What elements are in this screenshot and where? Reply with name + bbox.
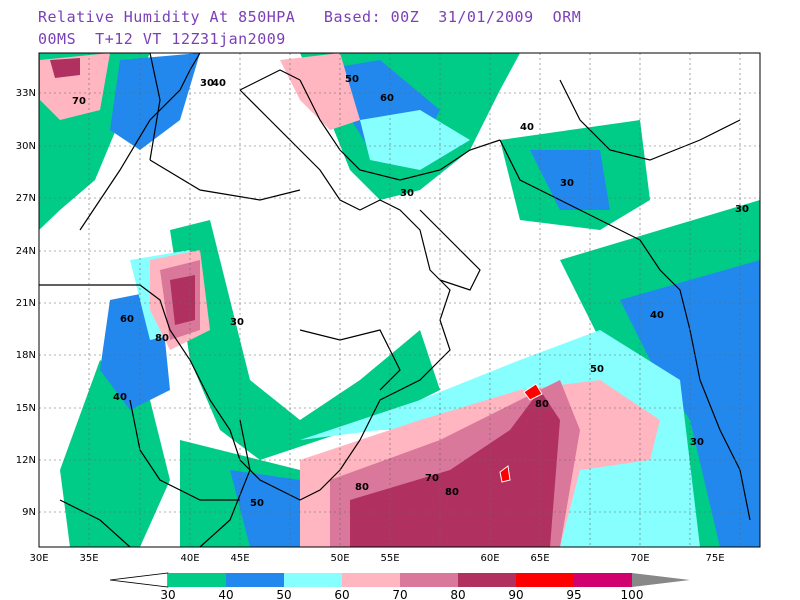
map-title-line1: Relative Humidity At 850HPA Based: 00Z 3… bbox=[38, 8, 582, 26]
contour-label: 30 bbox=[400, 188, 414, 199]
colorbar-swatch bbox=[284, 573, 342, 587]
colorbar-swatch bbox=[574, 573, 632, 587]
colorbar-swatch bbox=[168, 573, 226, 587]
colorbar-label: 30 bbox=[160, 588, 175, 600]
contour-label: 70 bbox=[72, 96, 86, 107]
contour-label: 30 bbox=[690, 437, 704, 448]
lon-label: 45E bbox=[230, 553, 249, 564]
colorbar-swatch bbox=[458, 573, 516, 587]
lon-label: 40E bbox=[180, 553, 199, 564]
colorbar-swatch bbox=[400, 573, 458, 587]
lat-label: 30N bbox=[16, 141, 36, 152]
lat-label: 24N bbox=[16, 246, 36, 257]
lat-label: 21N bbox=[16, 298, 36, 309]
lat-label: 15N bbox=[16, 403, 36, 414]
contour-labels: 30 40 50 70 80 60 40 30 30 40 50 80 70 3… bbox=[72, 74, 749, 509]
colorbar-label: 50 bbox=[276, 588, 291, 600]
lat-label: 9N bbox=[22, 507, 36, 518]
lat-label: 18N bbox=[16, 350, 36, 361]
lon-label: 50E bbox=[330, 553, 349, 564]
lon-label: 35E bbox=[79, 553, 98, 564]
lat-label: 33N bbox=[16, 88, 36, 99]
contour-label: 30 bbox=[200, 78, 214, 89]
colorbar-label: 95 bbox=[566, 588, 581, 600]
contour-label: 50 bbox=[590, 364, 604, 375]
colorbar-left-arrow bbox=[109, 572, 169, 588]
contour-label: 40 bbox=[113, 392, 127, 403]
lon-label: 75E bbox=[705, 553, 724, 564]
contour-label: 50 bbox=[250, 498, 264, 509]
contour-label: 30 bbox=[735, 204, 749, 215]
colorbar-label: 80 bbox=[450, 588, 465, 600]
lon-label: 55E bbox=[380, 553, 399, 564]
colorbar: 30 40 50 60 70 80 90 95 100 bbox=[109, 572, 690, 600]
lon-label: 60E bbox=[480, 553, 499, 564]
contour-label: 80 bbox=[445, 487, 459, 498]
map-title-line2: 00MS T+12 VT 12Z31jan2009 bbox=[38, 30, 286, 48]
colorbar-label: 90 bbox=[508, 588, 523, 600]
lon-label: 30E bbox=[29, 553, 48, 564]
contour-label: 80 bbox=[355, 482, 369, 493]
contour-label: 40 bbox=[520, 122, 534, 133]
coastlines bbox=[39, 52, 751, 548]
contour-label: 70 bbox=[425, 473, 439, 484]
latitude-labels: 33N 30N 27N 24N 21N 18N 15N 12N 9N bbox=[16, 88, 36, 518]
contour-label: 60 bbox=[120, 314, 134, 325]
lon-label: 70E bbox=[630, 553, 649, 564]
colorbar-swatch bbox=[342, 573, 400, 587]
lat-label: 12N bbox=[16, 455, 36, 466]
lat-label: 27N bbox=[16, 193, 36, 204]
colorbar-label: 60 bbox=[334, 588, 349, 600]
contour-label: 30 bbox=[560, 178, 574, 189]
colorbar-right-arrow bbox=[632, 573, 690, 587]
colorbar-swatch bbox=[226, 573, 284, 587]
map-frame bbox=[38, 52, 761, 548]
contour-label: 50 bbox=[345, 74, 359, 85]
humidity-fields bbox=[39, 53, 760, 547]
longitude-labels: 30E 35E 40E 45E 50E 55E 60E 65E 70E 75E bbox=[29, 553, 724, 564]
colorbar-label: 40 bbox=[218, 588, 233, 600]
contour-label: 40 bbox=[650, 310, 664, 321]
contour-label: 40 bbox=[212, 78, 226, 89]
grid bbox=[39, 53, 760, 547]
contour-label: 30 bbox=[230, 317, 244, 328]
contour-label: 60 bbox=[380, 93, 394, 104]
colorbar-label: 100 bbox=[621, 588, 644, 600]
colorbar-label: 70 bbox=[392, 588, 407, 600]
contour-label: 80 bbox=[535, 399, 549, 410]
colorbar-swatch bbox=[516, 573, 574, 587]
contour-label: 80 bbox=[155, 333, 169, 344]
lon-label: 65E bbox=[530, 553, 549, 564]
